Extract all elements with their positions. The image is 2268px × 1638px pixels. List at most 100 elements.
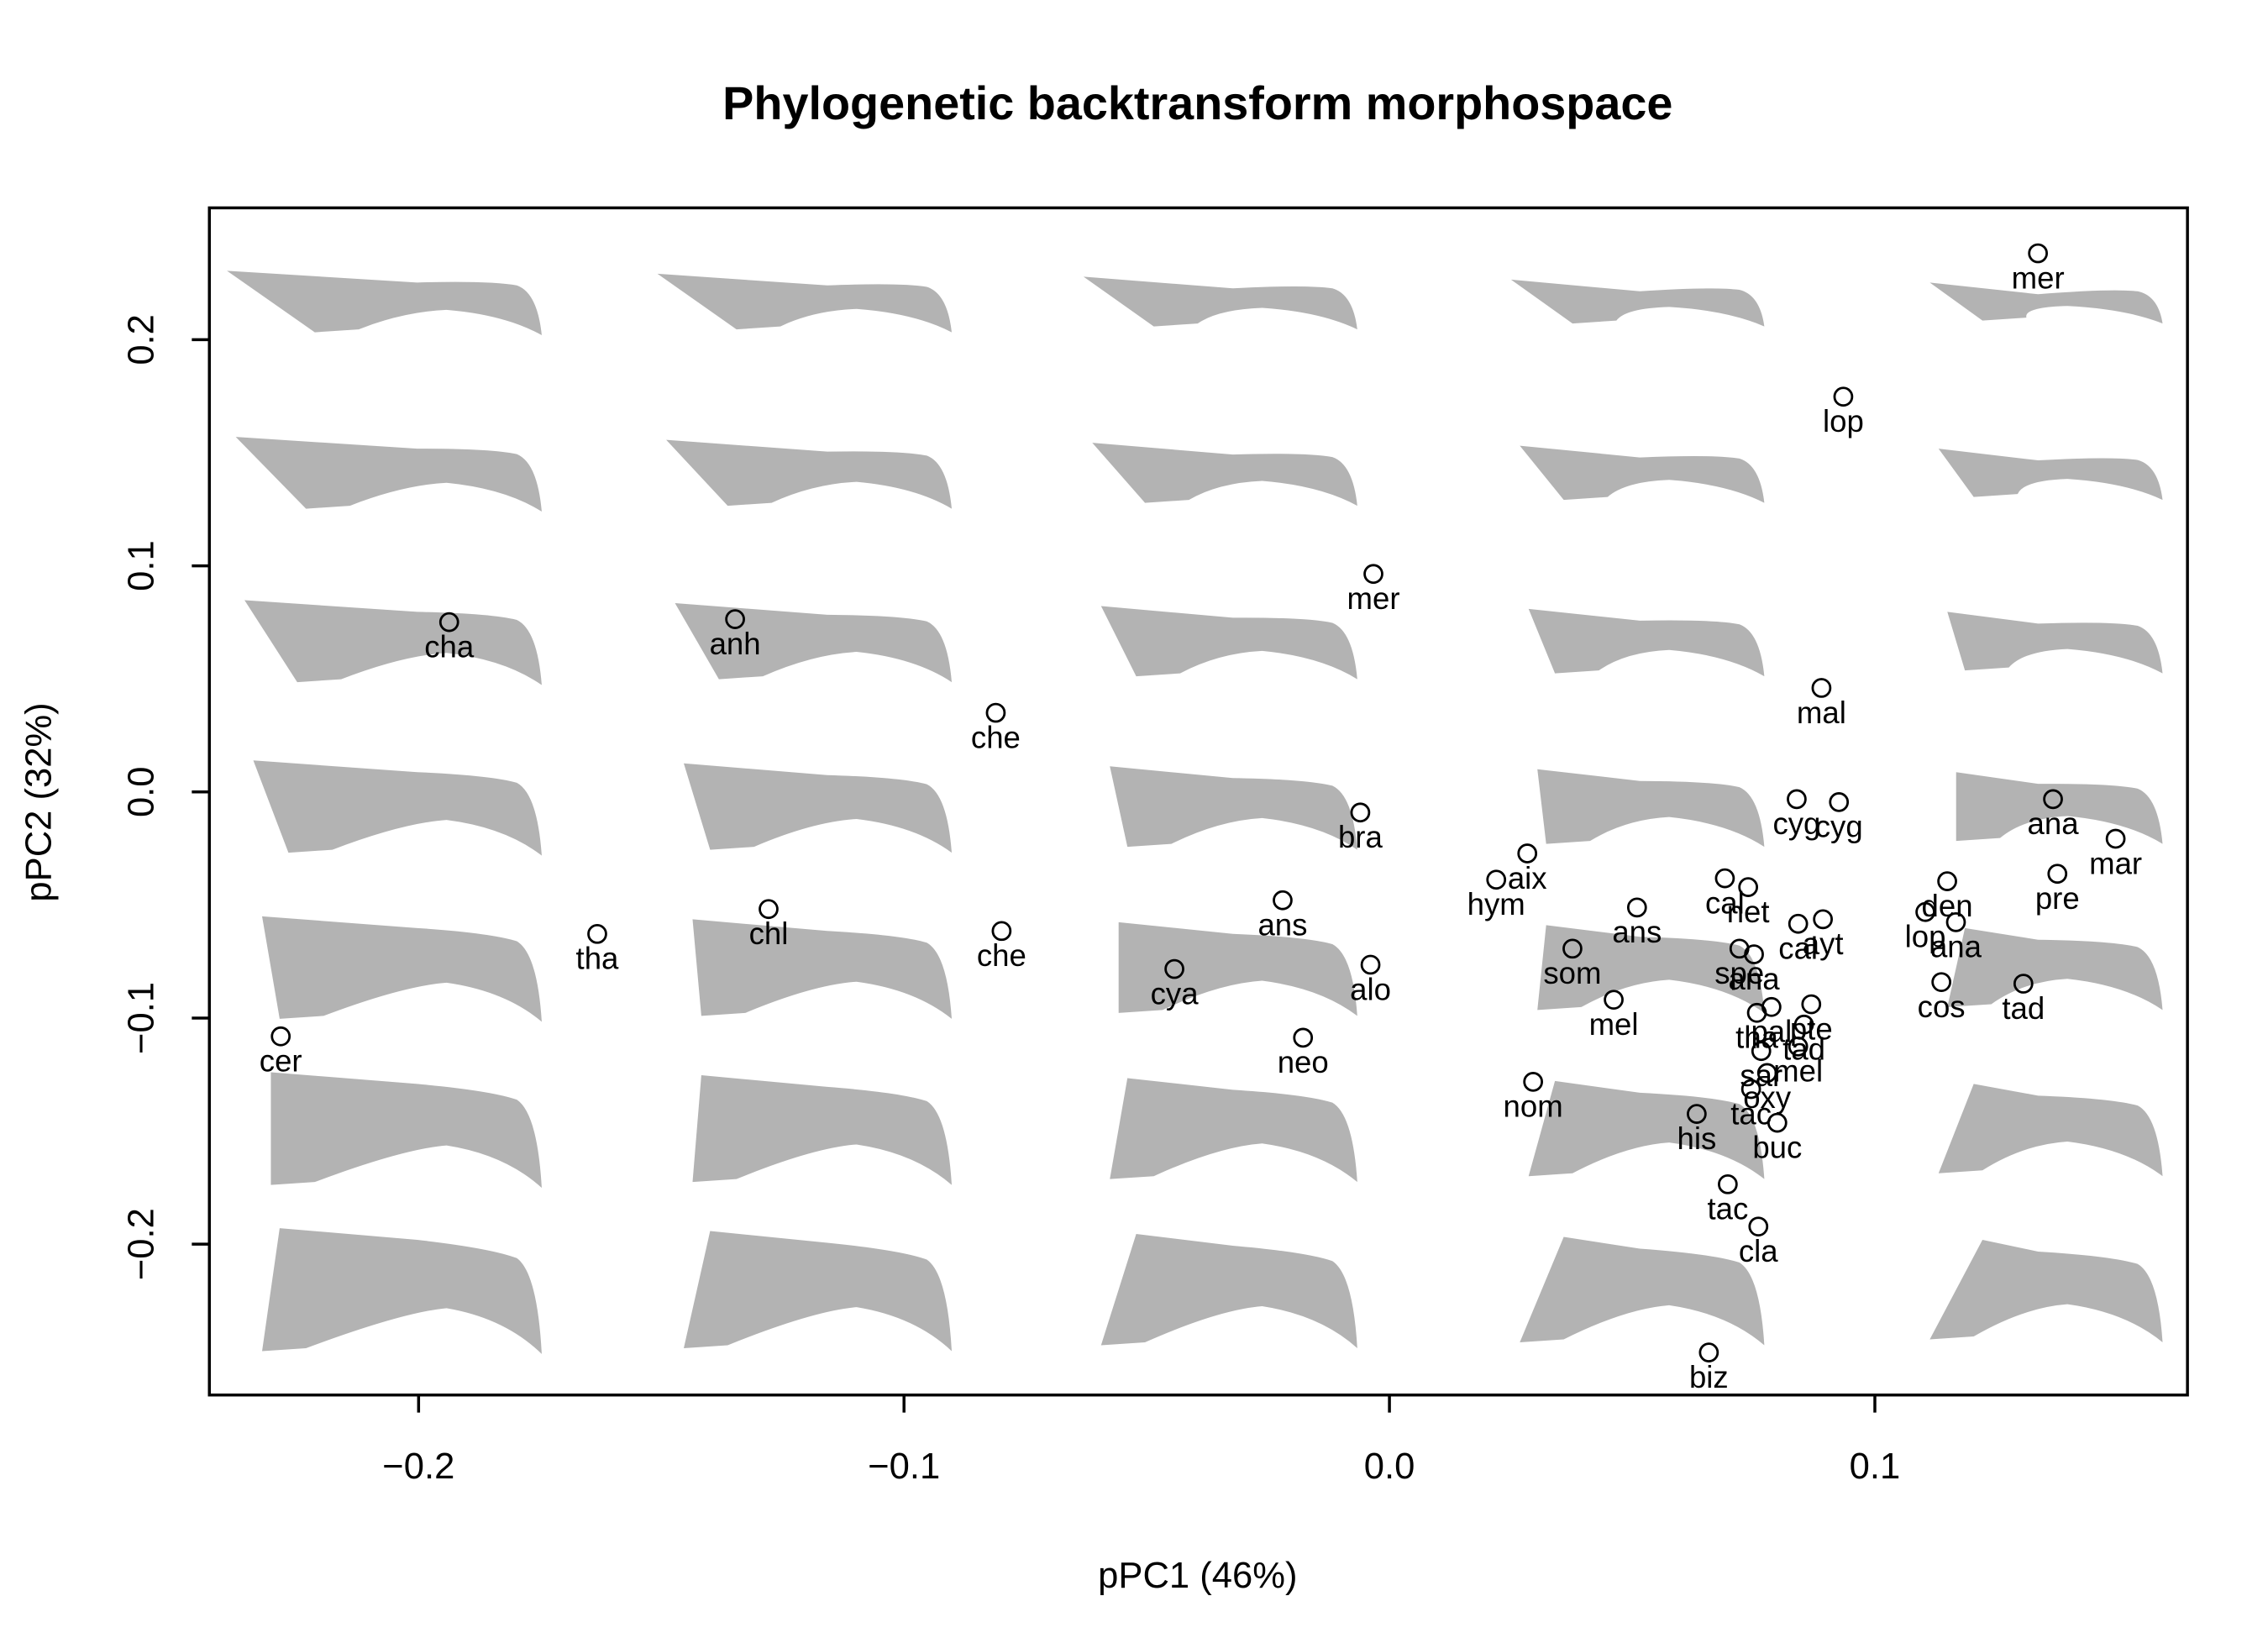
point [1813,909,1833,930]
shape [1537,925,1765,1013]
point-label: mel [1589,1007,1639,1042]
point-label: tha [1735,1021,1779,1055]
shape [666,439,952,509]
point [1273,890,1293,911]
point [1738,877,1759,897]
x-tick-label: −0.1 [868,1446,940,1487]
shape [1083,276,1357,330]
point-label: anh [710,627,761,661]
shape [1938,449,2163,501]
point-label: ana [1729,962,1781,996]
shape [235,437,542,512]
point [1740,1079,1761,1100]
shape [1947,927,2163,1011]
point-label: nom [1504,1089,1563,1124]
y-tick-label: 0.1 [121,540,161,591]
point [1915,901,1935,922]
point [2047,864,2068,885]
point-label: ana [2028,806,2080,841]
point [1788,1037,1809,1057]
shape [270,1072,542,1189]
shape [1947,612,2163,674]
point-label: cha [424,629,475,664]
point [438,612,459,633]
shape [1929,282,2163,324]
shape [684,1231,952,1352]
point-label: alo [1350,972,1391,1006]
point [1788,913,1809,934]
point [1164,958,1184,979]
point [270,1026,291,1047]
shape [1520,1236,1765,1346]
point-label: mer [2012,260,2065,295]
point [1756,1063,1777,1084]
point [1746,1002,1767,1023]
point [1829,792,1850,812]
point [1604,990,1624,1011]
point [1833,386,1854,407]
point [1945,911,1966,932]
shape [692,1074,952,1185]
shape [1110,766,1357,850]
shape [657,273,952,333]
point [1744,944,1764,964]
point [1363,564,1383,585]
x-tick-label: 0.1 [1850,1446,1901,1487]
shape [262,916,542,1022]
point-label: cyg [1815,810,1863,844]
plot-frame [207,206,2189,1397]
y-axis-label: pPC2 (32%) [18,702,59,901]
point [1562,938,1583,959]
point-label: cer [260,1044,302,1079]
point-label: mel [1773,1054,1823,1089]
shape [1537,769,1765,848]
point [1748,1216,1769,1237]
shape [1510,279,1765,327]
point-label: ans [1612,915,1662,949]
x-tick-label: 0.0 [1364,1446,1415,1487]
point [991,921,1012,942]
shape [1938,1084,2163,1177]
shape [692,919,952,1019]
point [1793,1014,1814,1035]
shape [1929,1240,2163,1342]
point [1937,871,1957,891]
shape [1100,606,1357,680]
point [725,609,745,629]
point-label: cya [1151,976,1200,1011]
shape [1110,1078,1357,1183]
point-label: cos [1918,990,1966,1024]
shape [1520,445,1765,503]
point [1486,869,1507,890]
shape [1118,921,1357,1016]
point [759,899,779,920]
point-label: lop [1905,920,1946,954]
point-label: aix [1508,861,1547,895]
point-label: lop [1823,404,1864,438]
point-label: cla [1739,1234,1778,1268]
point-label: pre [2035,881,2080,916]
point [2043,789,2063,810]
shape [253,760,542,856]
shape [684,763,952,853]
point [1787,789,1807,810]
point [1360,954,1381,975]
point [985,702,1006,723]
point-label: bra [1338,820,1383,854]
shape [1100,1234,1357,1348]
point [1350,802,1371,823]
point-label: tad [2002,991,2045,1026]
point-label: chl [749,916,789,951]
point-label: biz [1689,1360,1729,1394]
point [1811,678,1832,698]
point [1517,843,1538,864]
shape [1528,608,1765,677]
point-label: tha [576,942,620,976]
point-label: ana [1930,930,1982,964]
point [1801,994,1822,1015]
shape [1092,443,1357,507]
point [1687,1104,1707,1124]
point-label: che [977,938,1026,973]
point-label: hym [1467,887,1525,921]
point-label: tac [1730,1096,1772,1131]
